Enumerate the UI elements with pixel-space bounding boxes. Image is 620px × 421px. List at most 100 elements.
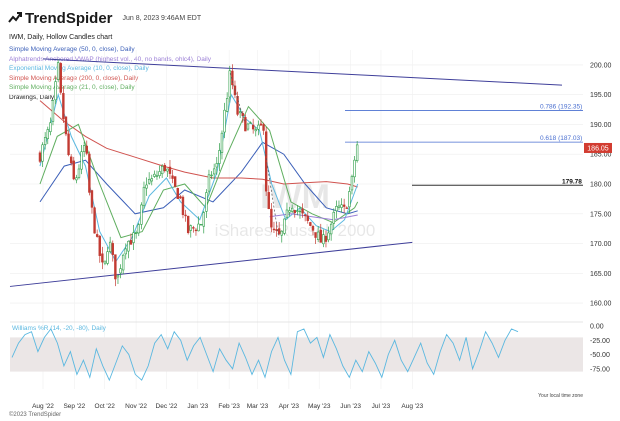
candle-body bbox=[93, 207, 96, 234]
x-tick-label: Jun '23 bbox=[340, 403, 361, 410]
candle-body bbox=[181, 196, 185, 215]
candle-body bbox=[134, 232, 138, 234]
candle-body bbox=[298, 210, 302, 213]
candle-body bbox=[296, 210, 299, 212]
candle-body bbox=[111, 243, 114, 255]
candle-body bbox=[205, 192, 208, 212]
legend-item[interactable]: Exponential Moving Average (10, 0, close… bbox=[9, 65, 149, 72]
level-label: 0.786 (192.35) bbox=[540, 103, 582, 110]
x-axis: Aug '22 Sep '22 Oct '22 Nov '22 Dec '22 Jan '… bbox=[32, 50, 424, 410]
legend-item[interactable]: Simple Moving Average (50, 0, close), Da… bbox=[9, 46, 135, 53]
legend-item[interactable]: Simple Moving Average (200, 0, close), D… bbox=[9, 74, 139, 82]
candle-body bbox=[176, 188, 179, 200]
candle-body bbox=[114, 254, 117, 280]
last-price-label: 186.05 bbox=[587, 145, 609, 152]
candle-body bbox=[108, 241, 112, 253]
candle-body bbox=[236, 96, 239, 115]
candle-body bbox=[249, 122, 252, 124]
candle-body bbox=[189, 225, 192, 231]
candle-body bbox=[95, 234, 99, 237]
candle-body bbox=[43, 137, 47, 145]
ma-line bbox=[269, 213, 358, 221]
candle-body bbox=[202, 212, 205, 227]
candle-body bbox=[210, 174, 213, 177]
last-price-box bbox=[584, 142, 612, 153]
candle-body bbox=[220, 132, 224, 153]
candle-body bbox=[51, 100, 55, 122]
candle-body bbox=[163, 164, 166, 172]
williams-tick-label: -75.00 bbox=[590, 366, 610, 373]
candle-body bbox=[41, 144, 44, 162]
y-tick-label: 165.00 bbox=[590, 271, 612, 278]
candle-body bbox=[54, 81, 57, 101]
header: TrendSpider Jun 8, 2023 9:46AM EDT bbox=[8, 8, 201, 28]
ma-line bbox=[39, 100, 358, 188]
candle-body bbox=[98, 235, 101, 256]
candle-body bbox=[264, 131, 268, 192]
x-tick-label: Dec '22 bbox=[156, 403, 178, 410]
y-tick-label: 170.00 bbox=[590, 241, 612, 248]
candle-body bbox=[316, 231, 320, 240]
timezone-note: Your local time zone bbox=[538, 393, 583, 399]
candle-body bbox=[340, 204, 343, 208]
candle-body bbox=[348, 191, 351, 208]
candle-body bbox=[150, 178, 153, 182]
candle-body bbox=[173, 176, 177, 187]
williams-tick-label: -25.00 bbox=[590, 338, 610, 345]
trendline-upper bbox=[42, 58, 563, 86]
candle-body bbox=[88, 153, 91, 193]
candle-body bbox=[207, 174, 211, 192]
x-tick-label: Oct '22 bbox=[95, 403, 116, 410]
y-tick-label: 175.00 bbox=[590, 211, 612, 218]
candle-body bbox=[56, 62, 60, 80]
candle-body bbox=[319, 229, 322, 243]
candle-body bbox=[251, 124, 255, 130]
candle-body bbox=[69, 156, 73, 164]
candle-body bbox=[124, 248, 127, 255]
candle-body bbox=[335, 206, 338, 212]
candle-body bbox=[228, 70, 231, 98]
candle-body bbox=[129, 240, 133, 245]
candle-body bbox=[160, 165, 164, 175]
y-tick-label: 185.00 bbox=[590, 152, 612, 159]
legend-item[interactable]: Alphatrends Anchored VWAP (highest vol.,… bbox=[9, 55, 211, 63]
candle-body bbox=[327, 232, 330, 241]
candle-body bbox=[283, 218, 286, 234]
candle-body bbox=[168, 166, 172, 174]
candle-body bbox=[80, 151, 83, 170]
candle-body bbox=[215, 163, 218, 168]
timestamp: Jun 8, 2023 9:46AM EDT bbox=[122, 14, 202, 22]
candle-body bbox=[259, 123, 263, 126]
candle-body bbox=[137, 224, 140, 234]
x-tick-label: May '23 bbox=[308, 403, 331, 410]
candle-body bbox=[62, 93, 65, 119]
candle-body bbox=[155, 175, 159, 177]
candle-body bbox=[280, 230, 283, 236]
candle-body bbox=[314, 232, 317, 238]
candle-body bbox=[309, 222, 312, 226]
watermark-name: iShares Russell 2000 bbox=[215, 221, 376, 240]
candle-body bbox=[147, 178, 151, 184]
candle-body bbox=[82, 145, 86, 152]
y-tick-label: 200.00 bbox=[590, 62, 612, 69]
candle-body bbox=[241, 113, 244, 116]
candle-body bbox=[223, 109, 226, 133]
williams-tick-label: -50.00 bbox=[590, 352, 610, 359]
candle-body bbox=[285, 209, 289, 218]
candle-body bbox=[355, 144, 359, 162]
williams-line bbox=[11, 328, 519, 382]
y-tick-label: 195.00 bbox=[590, 92, 612, 99]
candle-body bbox=[311, 226, 315, 231]
candle-body bbox=[101, 253, 104, 263]
drawing-dashed bbox=[229, 73, 245, 122]
candle-body bbox=[116, 274, 120, 278]
candle-body bbox=[257, 124, 260, 130]
x-tick-label: Sep '22 bbox=[63, 403, 85, 410]
y-tick-label: 180.00 bbox=[590, 182, 612, 189]
candle-body bbox=[106, 251, 109, 264]
candle-body bbox=[353, 159, 356, 178]
candle-body bbox=[342, 204, 346, 207]
legend-item[interactable]: Simple Moving Average (21, 0, close), Da… bbox=[9, 84, 135, 91]
legend-item[interactable]: Drawings, Daily bbox=[9, 93, 55, 101]
